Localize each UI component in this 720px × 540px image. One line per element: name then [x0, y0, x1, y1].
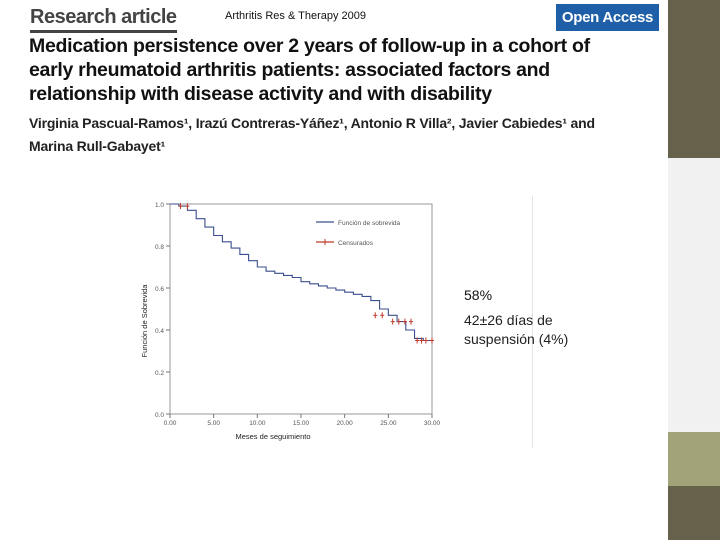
title-line: early rheumatoid arthritis patients: ass…: [29, 59, 550, 81]
suspension-percentage-line: suspensión (4%): [464, 331, 569, 347]
x-tick-label: 30.00: [424, 420, 441, 427]
x-axis-label: Meses de seguimiento: [235, 432, 310, 441]
x-tick-label: 0.00: [164, 420, 177, 427]
x-tick-label: 20.00: [337, 420, 354, 427]
paper-title: Medication persistence over 2 years of f…: [29, 34, 649, 106]
y-tick-label: 0.0: [155, 412, 164, 419]
annotation-card: [450, 196, 533, 448]
plot-frame: [169, 203, 433, 415]
author-line: Virginia Pascual-Ramos¹, Irazú Contreras…: [29, 115, 595, 131]
y-tick-label: 0.6: [155, 286, 164, 293]
x-tick-label: 15.00: [293, 420, 310, 427]
journal-citation: Arthritis Res & Therapy 2009: [225, 10, 367, 22]
article-type-label: Research article: [30, 6, 177, 33]
legend-label-survival: Función de sobrevida: [338, 220, 401, 227]
suspension-days-note: 42±26 días de suspensión (4%): [464, 311, 624, 349]
title-line: relationship with disease activity and w…: [29, 83, 492, 105]
side-panel-top-block: [668, 0, 720, 158]
suspension-days-line: 42±26 días de: [464, 312, 553, 328]
x-tick-label: 10.00: [249, 420, 266, 427]
title-line: Medication persistence over 2 years of f…: [29, 35, 590, 57]
open-access-badge: Open Access: [556, 4, 659, 31]
y-tick-label: 0.4: [155, 328, 164, 335]
legend-label-censored: Censurados: [338, 240, 374, 247]
y-tick-label: 0.8: [155, 244, 164, 251]
y-axis-label: Función de Sobrevida: [140, 284, 149, 358]
survival-chart-svg: 0.0 0.2 0.4 0.6 0.8 1.0 0.00 5.00 10.00 15.00 20.0…: [140, 202, 441, 441]
side-panel-mid-block: [668, 158, 720, 430]
survival-step-line: [170, 203, 432, 342]
side-panel-divider: [665, 0, 668, 540]
survival-chart: 0.0 0.2 0.4 0.6 0.8 1.0 0.00 5.00 10.00 15.00 20.0…: [120, 196, 450, 446]
persistence-percentage: 58%: [464, 287, 493, 303]
x-tick-label: 25.00: [380, 420, 397, 427]
author-list: Virginia Pascual-Ramos¹, Irazú Contreras…: [29, 112, 649, 158]
y-tick-label: 0.2: [155, 370, 164, 377]
author-line: Marina Rull-Gabayet¹: [29, 138, 166, 154]
side-panel-olive-block: [668, 432, 720, 486]
side-panel-bottom-block: [668, 486, 720, 540]
y-tick-label: 1.0: [155, 202, 164, 209]
x-tick-label: 5.00: [207, 420, 220, 427]
